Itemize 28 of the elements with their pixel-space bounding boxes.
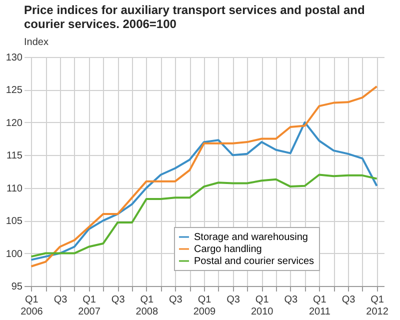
- x-tick-label: Q3: [169, 294, 183, 306]
- x-tick-label: Q3: [111, 294, 126, 306]
- x-tick-label: Q1 2012: [366, 294, 389, 318]
- y-tick-label: 105: [6, 216, 23, 228]
- legend-label: Cargo handling: [194, 244, 262, 255]
- line-series: [30, 85, 378, 268]
- x-tick-label: Q1 2006: [20, 294, 44, 318]
- legend-label: Postal and courier services: [194, 256, 314, 267]
- x-tick-label: Q3: [284, 294, 298, 306]
- y-tick-label: 115: [6, 150, 23, 162]
- legend-label: Storage and warehousing: [194, 232, 308, 243]
- y-tick-label: 120: [6, 118, 23, 129]
- x-tick-label: Q1 2009: [193, 294, 216, 318]
- x-tick-label: Q3: [54, 294, 68, 306]
- y-axis-title: Index: [24, 37, 48, 48]
- x-tick-label: Q3: [226, 294, 240, 306]
- chart-title: Price indices for auxiliary transport services and postal and courier services. 2006=100: [24, 3, 365, 31]
- x-tick-label: Q1 2008: [136, 294, 158, 318]
- y-tick-label: 130: [6, 52, 23, 64]
- x-tick-label: Q1 2007: [78, 294, 101, 318]
- line-series: [30, 174, 378, 258]
- x-tick-label: Q1 2010: [250, 294, 274, 318]
- y-tick-label: 100: [6, 248, 23, 260]
- x-tick-label: Q1 2011: [308, 294, 331, 318]
- y-tick-label: 125: [6, 85, 23, 96]
- x-tick-label: Q3: [342, 294, 356, 306]
- y-tick-label: 95: [11, 282, 23, 292]
- y-tick-label: 110: [6, 183, 23, 194]
